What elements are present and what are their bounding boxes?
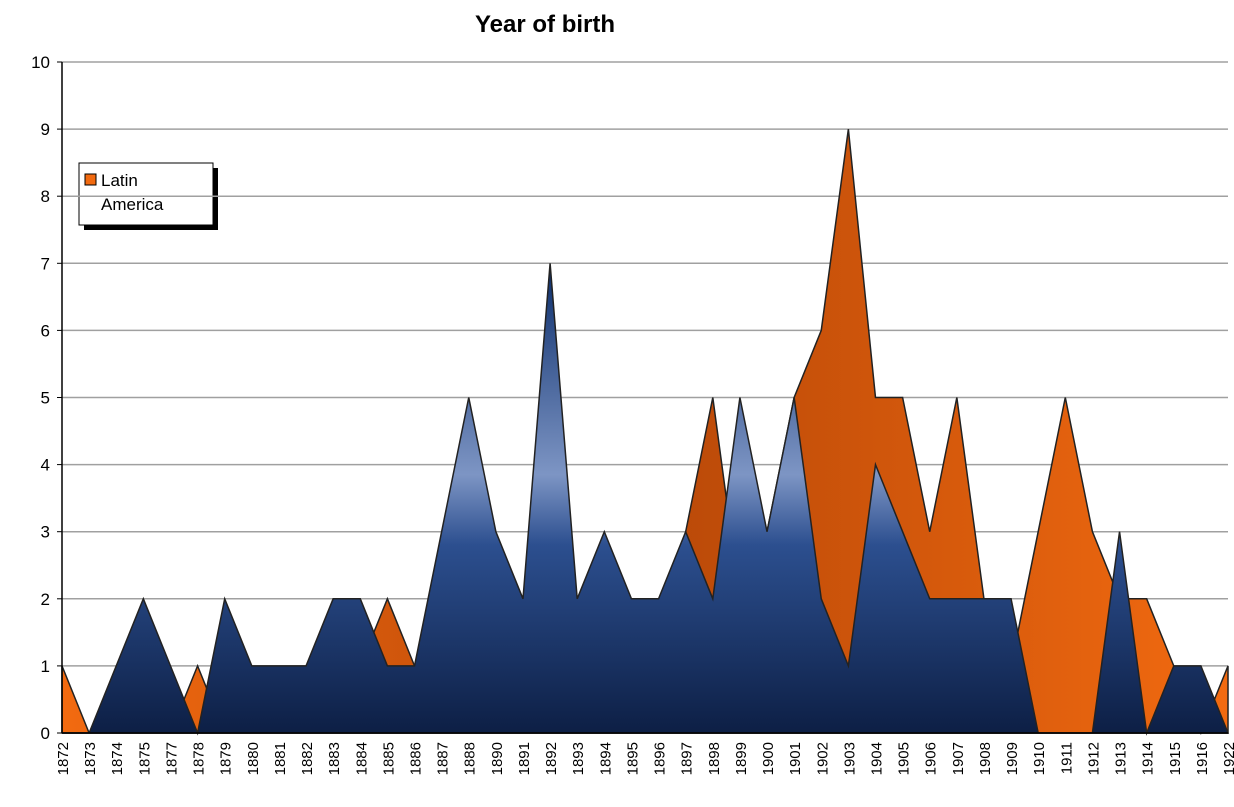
x-tick-label: 1903 (841, 742, 858, 775)
y-tick-label: 3 (41, 523, 50, 542)
x-tick-label: 1890 (489, 742, 506, 775)
y-tick-label: 2 (41, 590, 50, 609)
x-tick-label: 1904 (868, 742, 885, 775)
x-tick-label: 1880 (245, 742, 262, 775)
y-tick-label: 7 (41, 254, 50, 273)
y-tick-label: 8 (41, 187, 50, 206)
x-tick-label: 1912 (1085, 742, 1102, 775)
x-tick-label: 1908 (977, 742, 994, 775)
x-tick-label: 1893 (570, 742, 587, 775)
x-tick-label: 1914 (1140, 742, 1157, 775)
y-tick-label: 10 (31, 53, 50, 72)
x-tick-label: 1911 (1058, 742, 1075, 774)
x-tick-label: 1894 (597, 742, 614, 775)
y-tick-label: 9 (41, 120, 50, 139)
x-tick-label: 1882 (299, 742, 316, 775)
x-tick-label: 1895 (624, 742, 641, 775)
y-tick-label: 4 (41, 456, 50, 475)
chart-title: Year of birth (475, 11, 615, 38)
x-tick-label: 1906 (923, 742, 940, 775)
x-tick-label: 1896 (652, 742, 669, 775)
x-tick-label: 1873 (82, 742, 99, 775)
legend-box (79, 163, 213, 225)
x-tick-label: 1909 (1004, 742, 1021, 775)
x-tick-label: 1922 (1221, 742, 1234, 775)
x-tick-label: 1881 (272, 742, 289, 775)
y-tick-label: 1 (41, 657, 50, 676)
x-tick-label: 1907 (950, 742, 967, 775)
x-tick-label: 1874 (109, 742, 126, 775)
x-tick-label: 1910 (1031, 742, 1048, 775)
x-tick-label: 1898 (706, 742, 723, 775)
x-tick-label: 1916 (1194, 742, 1211, 775)
x-tick-label: 1872 (55, 742, 72, 775)
x-tick-label: 1885 (380, 742, 397, 775)
x-tick-label: 1877 (163, 742, 180, 775)
x-tick-label: 1887 (435, 742, 452, 775)
legend-swatch (85, 174, 96, 185)
y-tick-label: 5 (41, 389, 50, 408)
x-tick-label: 1886 (408, 742, 425, 775)
x-tick-label: 1902 (814, 742, 831, 775)
x-tick-label: 1878 (191, 742, 208, 775)
x-tick-label: 1888 (462, 742, 479, 775)
x-tick-label: 1901 (787, 742, 804, 775)
x-tick-label: 1883 (326, 742, 343, 775)
x-tick-label: 1915 (1167, 742, 1184, 775)
chart: Year of birth LatinAmerica 0123456789101… (0, 0, 1234, 807)
x-tick-label: 1900 (760, 742, 777, 775)
y-tick-label: 0 (41, 724, 50, 743)
x-tick-label: 1892 (543, 742, 560, 775)
x-tick-label: 1879 (218, 742, 235, 775)
x-tick-label: 1897 (679, 742, 696, 775)
x-tick-label: 1891 (516, 742, 533, 775)
x-tick-label: 1899 (733, 742, 750, 775)
x-tick-label: 1884 (353, 742, 370, 775)
x-tick-label: 1913 (1113, 742, 1130, 775)
x-tick-label: 1875 (136, 742, 153, 775)
y-tick-label: 6 (41, 321, 50, 340)
x-tick-label: 1905 (896, 742, 913, 775)
